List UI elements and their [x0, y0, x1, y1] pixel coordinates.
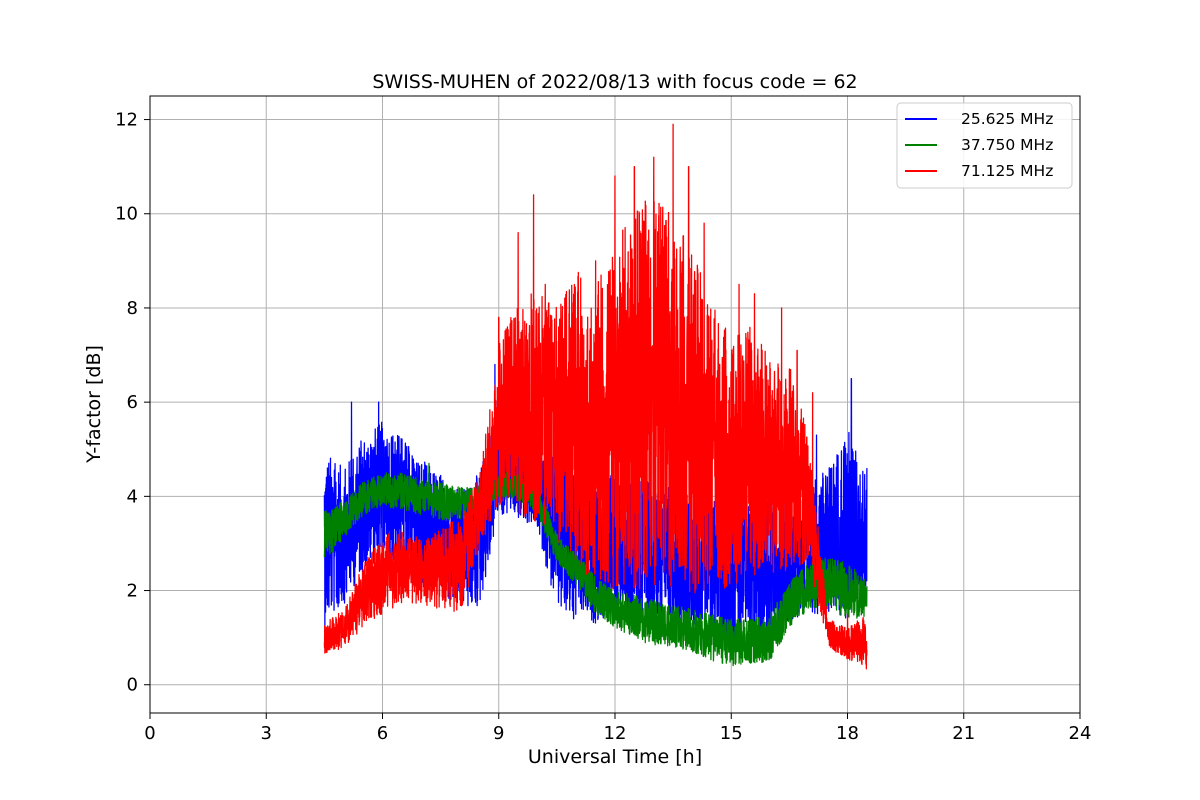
- y-tick-label: 8: [127, 298, 138, 319]
- legend-label: 71.125 MHz: [961, 162, 1053, 180]
- x-tick-label: 12: [604, 723, 627, 744]
- x-tick-label: 9: [493, 723, 504, 744]
- y-axis-label: Y-factor [dB]: [83, 345, 105, 464]
- x-tick-label: 0: [144, 723, 155, 744]
- plot-area: [323, 123, 868, 670]
- y-tick-label: 0: [127, 675, 138, 696]
- x-tick-label: 6: [377, 723, 388, 744]
- chart-title: SWISS-MUHEN of 2022/08/13 with focus cod…: [372, 71, 857, 93]
- series-line-2: [323, 462, 868, 667]
- legend-label: 25.625 MHz: [961, 110, 1053, 128]
- y-tick-label: 2: [127, 581, 138, 602]
- series-line-3: [323, 123, 868, 670]
- x-tick-label: 3: [261, 723, 272, 744]
- x-tick-label: 21: [952, 723, 975, 744]
- x-axis-label: Universal Time [h]: [528, 746, 702, 768]
- x-tick-label: 18: [836, 723, 859, 744]
- x-tick-label: 24: [1069, 723, 1092, 744]
- y-tick-label: 12: [115, 110, 138, 131]
- y-tick-label: 6: [127, 392, 138, 413]
- x-tick-label: 15: [720, 723, 743, 744]
- y-tick-label: 10: [115, 204, 138, 225]
- legend-label: 37.750 MHz: [961, 136, 1053, 154]
- legend: 25.625 MHz 37.750 MHz 71.125 MHz: [896, 102, 1073, 189]
- y-tick-label: 4: [127, 486, 138, 507]
- legend-box: [896, 102, 1073, 189]
